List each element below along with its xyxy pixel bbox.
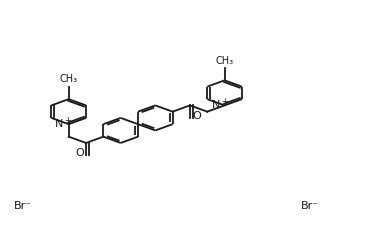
Text: CH₃: CH₃ — [59, 74, 78, 84]
Text: O: O — [75, 148, 84, 158]
Text: +: + — [64, 116, 71, 125]
Text: O: O — [192, 111, 201, 121]
Text: Br⁻: Br⁻ — [14, 201, 32, 210]
Text: N: N — [212, 100, 220, 110]
Text: N: N — [55, 119, 64, 129]
Text: +: + — [221, 97, 228, 106]
Text: Br⁻: Br⁻ — [301, 201, 319, 210]
Text: CH₃: CH₃ — [216, 56, 234, 65]
